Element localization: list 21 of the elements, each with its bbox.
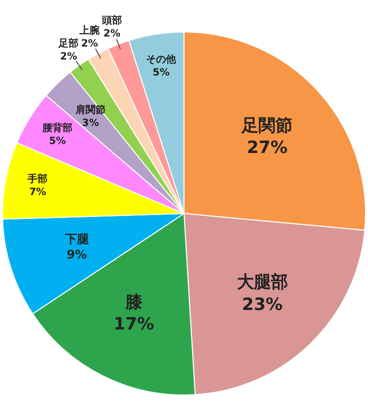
slice-label: 膝 — [124, 292, 144, 313]
slice-label: 手部 — [26, 173, 48, 186]
slice-label: 上腕 — [78, 24, 100, 37]
data-label: 3% — [82, 118, 99, 130]
data-label: 2% — [103, 28, 120, 40]
data-label: 23% — [242, 294, 283, 315]
slice-label: 頭部 — [100, 14, 122, 26]
data-label: 2% — [60, 52, 78, 63]
slice-label: その他 — [146, 54, 178, 66]
slice-label: 足部 — [58, 38, 79, 50]
data-label: 27% — [246, 138, 288, 158]
data-label: 2% — [81, 38, 98, 50]
slice-label: 下腿 — [64, 232, 90, 246]
data-label: 7% — [29, 187, 46, 198]
data-label: 5% — [48, 136, 66, 148]
slice-label: 大腿部 — [236, 272, 288, 293]
data-label: 17% — [113, 314, 154, 335]
slice-label: 腰背部 — [41, 122, 72, 134]
slice-label: 足関節 — [240, 116, 293, 136]
data-label: 9% — [66, 248, 87, 262]
data-label: 5% — [152, 68, 170, 79]
